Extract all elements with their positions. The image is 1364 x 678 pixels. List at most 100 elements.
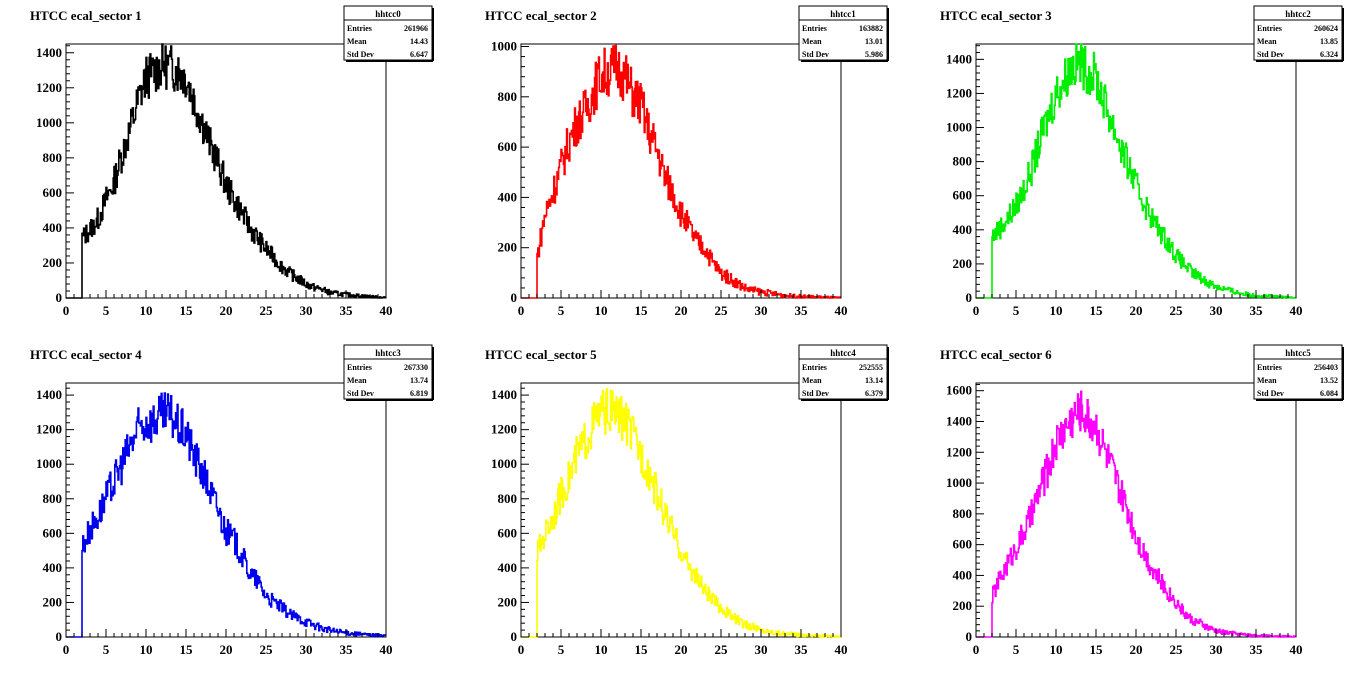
x-tick-label: 0 bbox=[973, 642, 980, 657]
x-tick-label: 10 bbox=[1050, 303, 1063, 318]
stats-key: Std Dev bbox=[1257, 50, 1284, 59]
x-tick-label: 0 bbox=[63, 642, 70, 657]
stats-key: Mean bbox=[347, 376, 367, 385]
stats-key: Entries bbox=[347, 363, 372, 372]
x-tick-label: 15 bbox=[180, 642, 194, 657]
y-tick-label: 0 bbox=[966, 629, 973, 644]
y-tick-label: 1000 bbox=[491, 39, 517, 54]
x-tick-label: 5 bbox=[103, 642, 110, 657]
y-tick-label: 800 bbox=[953, 506, 973, 521]
x-tick-label: 0 bbox=[63, 303, 70, 318]
chart-title: HTCC ecal_sector 2 bbox=[485, 8, 597, 23]
stats-box bbox=[1253, 5, 1343, 61]
stats-box bbox=[343, 344, 433, 400]
stats-box bbox=[1253, 344, 1343, 400]
x-tick-label: 10 bbox=[1050, 642, 1063, 657]
y-tick-label: 0 bbox=[56, 290, 63, 305]
x-tick-label: 25 bbox=[715, 642, 729, 657]
y-tick-label: 600 bbox=[953, 537, 973, 552]
histogram-series bbox=[976, 390, 1296, 638]
y-tick-label: 800 bbox=[43, 491, 63, 506]
stats-value: 6.084 bbox=[1320, 389, 1338, 398]
x-tick-label: 40 bbox=[835, 642, 848, 657]
x-tick-label: 10 bbox=[595, 303, 608, 318]
stats-key: Entries bbox=[347, 24, 372, 33]
stats-key: Mean bbox=[347, 37, 367, 46]
x-tick-label: 10 bbox=[140, 642, 153, 657]
x-tick-label: 25 bbox=[260, 303, 274, 318]
stats-value: 6.379 bbox=[865, 389, 883, 398]
x-tick-label: 25 bbox=[260, 642, 274, 657]
stats-value: 13.01 bbox=[865, 37, 883, 46]
stats-key: Std Dev bbox=[802, 50, 829, 59]
x-tick-label: 40 bbox=[835, 303, 848, 318]
stats-value: 6.647 bbox=[410, 50, 428, 59]
stats-value: 6.819 bbox=[410, 389, 428, 398]
chart-panel-1: HTCC ecal_sector 10200400600800100012001… bbox=[30, 5, 434, 318]
stats-value: 256403 bbox=[1314, 363, 1338, 372]
x-tick-label: 40 bbox=[380, 642, 393, 657]
x-tick-label: 35 bbox=[795, 642, 809, 657]
y-tick-label: 600 bbox=[498, 139, 518, 154]
stats-key: Entries bbox=[802, 24, 827, 33]
stats-key: Entries bbox=[802, 363, 827, 372]
y-tick-label: 400 bbox=[498, 560, 518, 575]
y-tick-label: 400 bbox=[953, 567, 973, 582]
stats-value: 5.986 bbox=[865, 50, 883, 59]
x-tick-label: 35 bbox=[340, 303, 354, 318]
x-tick-label: 15 bbox=[1090, 642, 1104, 657]
chart-title: HTCC ecal_sector 5 bbox=[485, 347, 597, 362]
chart-title: HTCC ecal_sector 1 bbox=[30, 8, 142, 23]
x-tick-label: 20 bbox=[1130, 642, 1143, 657]
y-tick-label: 1400 bbox=[36, 45, 62, 60]
x-tick-label: 5 bbox=[1013, 303, 1020, 318]
chart-panel-6: HTCC ecal_sector 60200400600800100012001… bbox=[940, 344, 1344, 657]
x-tick-label: 0 bbox=[518, 303, 525, 318]
chart-panel-4: HTCC ecal_sector 40200400600800100012001… bbox=[30, 344, 434, 657]
y-tick-label: 400 bbox=[953, 222, 973, 237]
y-tick-label: 800 bbox=[498, 491, 518, 506]
x-tick-label: 30 bbox=[755, 303, 768, 318]
y-tick-label: 0 bbox=[511, 629, 518, 644]
histogram-series bbox=[521, 388, 841, 638]
y-tick-label: 600 bbox=[498, 525, 518, 540]
y-tick-label: 800 bbox=[953, 154, 973, 169]
histogram-series bbox=[66, 43, 386, 299]
chart-panel-2: HTCC ecal_sector 2 0 200 400 600 800 1000 0 5 10 1… bbox=[485, 5, 889, 318]
chart-panel-5: HTCC ecal_sector 50200400600800100012001… bbox=[485, 344, 889, 657]
x-tick-label: 30 bbox=[300, 642, 313, 657]
x-tick-label: 10 bbox=[595, 642, 608, 657]
x-tick-label: 5 bbox=[1013, 642, 1020, 657]
y-tick-label: 1000 bbox=[946, 475, 972, 490]
y-tick-label: 1000 bbox=[491, 456, 517, 471]
stats-box-name: hhtcc3 bbox=[375, 348, 401, 358]
y-tick-label: 1400 bbox=[491, 387, 517, 402]
stats-value: 260624 bbox=[1314, 24, 1338, 33]
y-tick-label: 200 bbox=[43, 255, 63, 270]
stats-key: Mean bbox=[1257, 37, 1277, 46]
stats-key: Mean bbox=[1257, 376, 1277, 385]
y-tick-label: 0 bbox=[966, 290, 973, 305]
x-tick-label: 35 bbox=[340, 642, 354, 657]
x-tick-label: 0 bbox=[973, 303, 980, 318]
x-tick-label: 40 bbox=[1290, 303, 1303, 318]
stats-key: Std Dev bbox=[1257, 389, 1284, 398]
stats-key: Std Dev bbox=[347, 389, 374, 398]
stats-key: Entries bbox=[1257, 24, 1282, 33]
y-tick-label: 1200 bbox=[946, 444, 972, 459]
y-tick-label: 600 bbox=[43, 525, 63, 540]
x-tick-label: 20 bbox=[1130, 303, 1143, 318]
y-tick-label: 1400 bbox=[36, 387, 62, 402]
x-tick-label: 5 bbox=[558, 303, 565, 318]
y-tick-label: 800 bbox=[498, 89, 518, 104]
y-tick-label: 200 bbox=[953, 256, 973, 271]
x-tick-label: 15 bbox=[635, 642, 649, 657]
y-tick-label: 1200 bbox=[946, 85, 972, 100]
x-tick-label: 10 bbox=[140, 303, 153, 318]
x-tick-label: 25 bbox=[1170, 303, 1184, 318]
y-tick-label: 1400 bbox=[946, 51, 972, 66]
y-tick-label: 200 bbox=[498, 594, 518, 609]
x-tick-label: 30 bbox=[755, 642, 768, 657]
chart-panel-3: HTCC ecal_sector 30200400600800100012001… bbox=[940, 5, 1344, 318]
